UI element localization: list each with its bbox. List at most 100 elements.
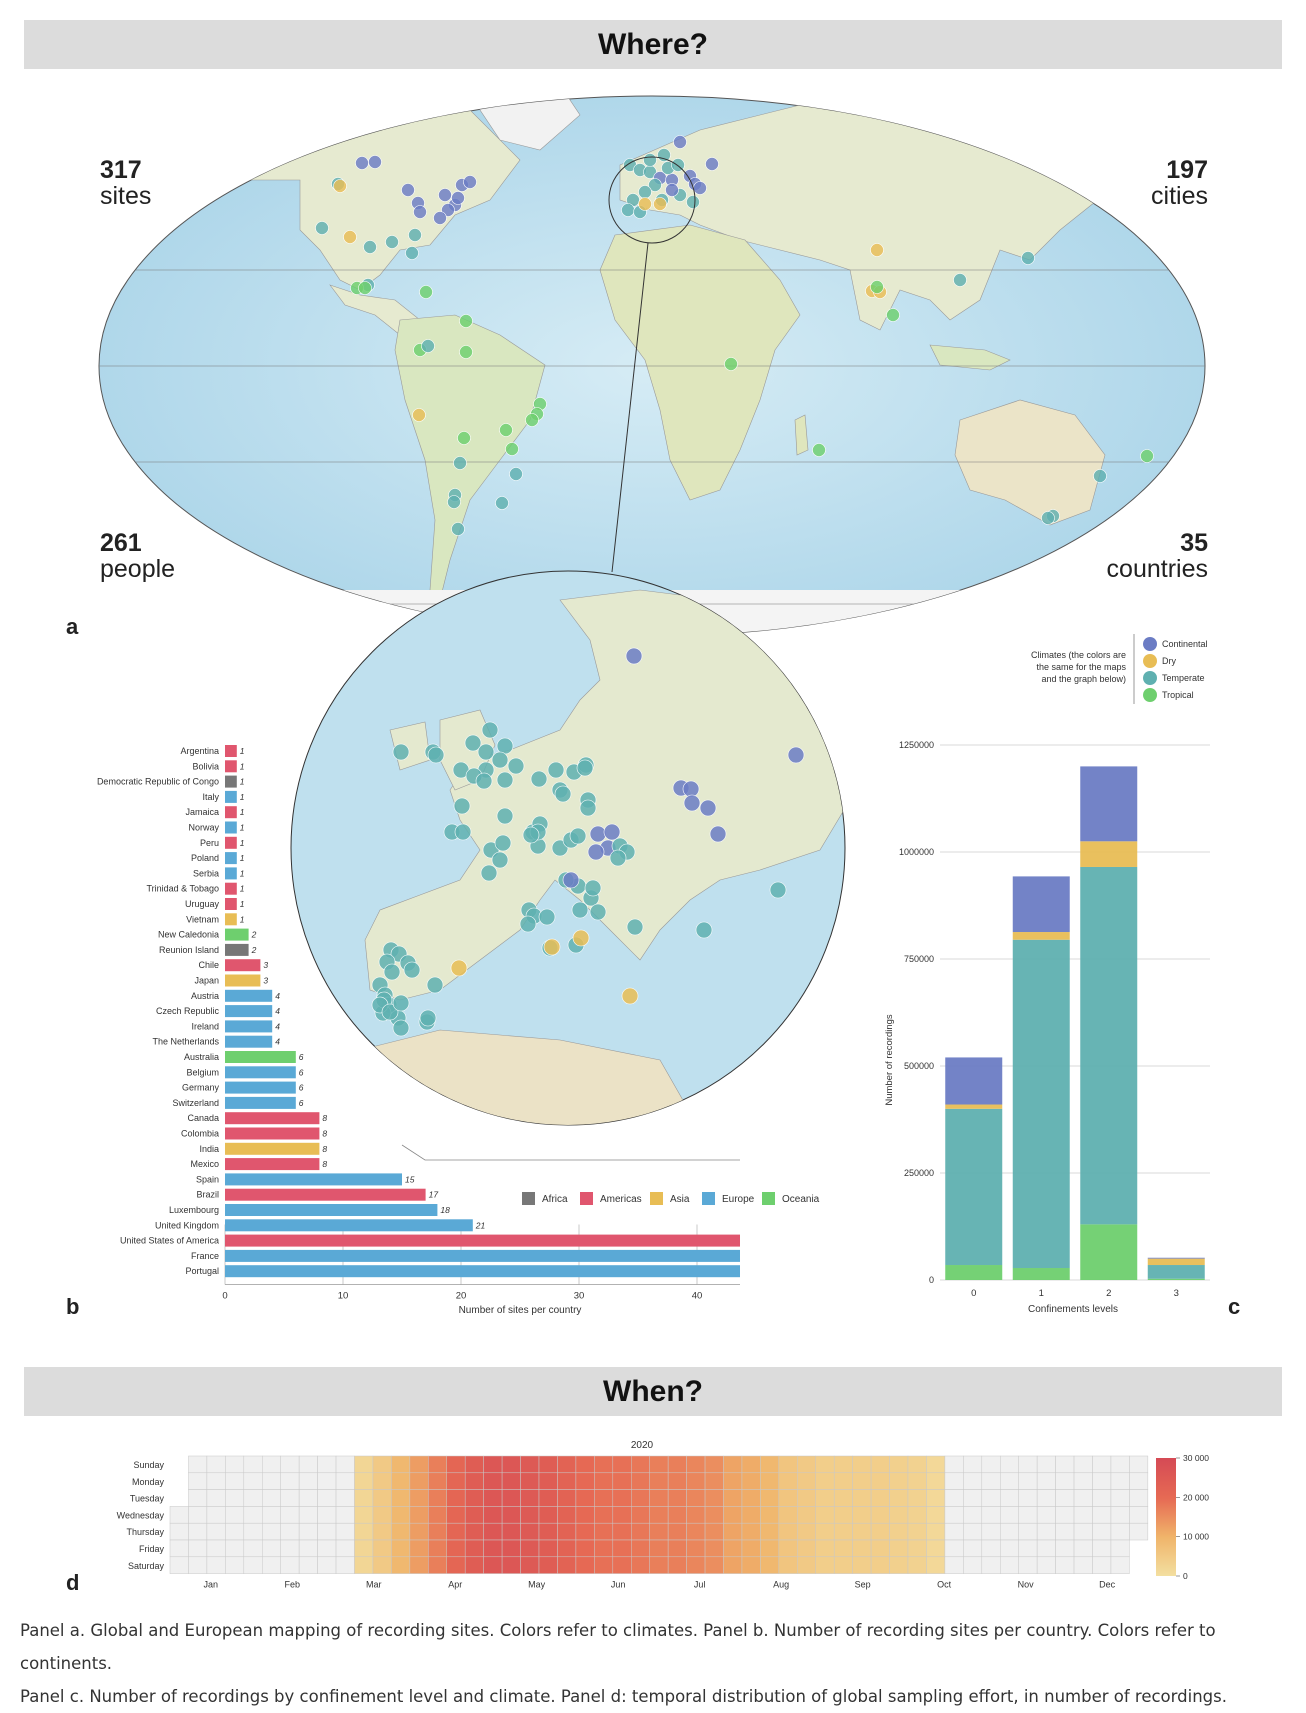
d-day-cell: [354, 1489, 374, 1507]
d-day-cell: [760, 1455, 780, 1474]
d-day-cell: [372, 1539, 392, 1558]
d-day-cell: [723, 1489, 743, 1507]
d-day-cell: [778, 1472, 798, 1490]
c-bar-segment: [1147, 1258, 1205, 1266]
b-value-label: 17: [429, 1190, 439, 1200]
d-day-cell: [409, 1455, 429, 1474]
d-day-cell: [926, 1455, 946, 1474]
c-bar-segment: [1012, 876, 1070, 933]
continent-legend: Africa Americas Asia Europe Oceania: [522, 1192, 820, 1205]
b-bar: [225, 1249, 740, 1262]
b-bar: [225, 1112, 320, 1125]
world-site-dot: [463, 175, 477, 189]
d-day-cell: [815, 1472, 835, 1490]
d-day-cell: [963, 1472, 983, 1490]
d-day-cell: [409, 1556, 429, 1574]
d-day-cell: [963, 1506, 983, 1524]
d-row-label: Friday: [139, 1544, 165, 1554]
d-month-label: Nov: [1018, 1580, 1035, 1590]
continent-legend-label: Americas: [600, 1194, 642, 1205]
b-category-label: United States of America: [120, 1236, 219, 1246]
d-day-cell: [833, 1556, 853, 1574]
world-site-dot: [638, 185, 652, 199]
d-day-cell: [225, 1556, 245, 1574]
world-site-dot: [405, 246, 419, 260]
d-day-cell: [944, 1539, 964, 1558]
d-day-cell: [797, 1455, 816, 1474]
d-day-cell: [1055, 1556, 1075, 1574]
b-bar: [225, 928, 249, 941]
b-category-label: Australia: [184, 1052, 219, 1062]
d-day-cell: [981, 1522, 1001, 1541]
c-bar-segment: [1147, 1265, 1205, 1279]
c-y-axis-label: Number of recordings: [884, 1014, 895, 1106]
d-day-cell: [262, 1506, 281, 1524]
d-day-cell: [335, 1455, 355, 1474]
world-site-dot: [408, 228, 422, 242]
d-day-cell: [1055, 1539, 1075, 1558]
b-value-label: 8: [322, 1159, 327, 1169]
world-site-dot: [657, 148, 671, 162]
d-day-cell: [889, 1522, 909, 1541]
b-value-label: 1: [240, 761, 245, 771]
b-bar: [225, 1219, 473, 1232]
d-day-cell: [815, 1506, 835, 1524]
c-x-tick-label: 3: [1174, 1288, 1179, 1299]
d-day-cell: [1018, 1455, 1038, 1474]
d-day-cell: [428, 1556, 447, 1574]
d-day-cell: [483, 1472, 503, 1490]
d-day-cell: [1092, 1489, 1112, 1507]
climate-legend-title-line: Climates (the colors are: [1031, 650, 1126, 660]
b-bar: [225, 836, 237, 849]
world-site-dot: [413, 205, 427, 219]
d-colorbar-tick-label: 20 000: [1183, 1492, 1209, 1502]
b-category-label: Democratic Republic of Congo: [97, 777, 219, 787]
b-value-label: 1: [240, 823, 245, 833]
world-site-dot: [509, 467, 523, 481]
b-category-label: Reunion Island: [159, 945, 219, 955]
b-bar: [225, 1020, 273, 1033]
c-y-tick-label: 0: [929, 1275, 934, 1285]
d-day-cell: [833, 1506, 853, 1524]
d-day-cell: [280, 1556, 300, 1574]
d-day-cell: [188, 1455, 208, 1474]
d-day-cell: [464, 1522, 484, 1541]
d-day-cell: [317, 1539, 337, 1558]
d-day-cell: [335, 1522, 355, 1541]
d-day-cell: [649, 1522, 669, 1541]
d-day-cell: [815, 1489, 835, 1507]
d-day-cell: [760, 1472, 780, 1490]
d-day-cell: [206, 1556, 226, 1574]
d-day-cell: [852, 1556, 872, 1574]
d-day-cell: [428, 1455, 447, 1474]
world-site-dot: [653, 197, 667, 211]
d-day-cell: [649, 1506, 669, 1524]
b-value-label: 1: [240, 777, 245, 787]
d-day-cell: [501, 1506, 521, 1524]
d-day-cell: [1129, 1522, 1149, 1541]
d-day-cell: [1110, 1455, 1130, 1474]
d-month-label: Jul: [694, 1580, 706, 1590]
d-day-cell: [797, 1522, 816, 1541]
d-day-cell: [520, 1522, 540, 1541]
b-category-label: Poland: [191, 853, 219, 863]
d-day-cell: [1055, 1522, 1075, 1541]
d-day-cell: [354, 1455, 374, 1474]
b-bar: [225, 1127, 320, 1140]
d-day-cell: [1000, 1455, 1019, 1474]
d-day-cell: [225, 1539, 245, 1558]
d-day-cell: [944, 1522, 964, 1541]
c-bar-segment: [1012, 932, 1070, 940]
d-day-cell: [815, 1539, 835, 1558]
b-bar: [225, 959, 261, 972]
d-day-cell: [538, 1522, 558, 1541]
sites-per-country-chart: Argentina Bolivia Democratic Republic of C…: [97, 745, 740, 1315]
d-day-cell: [501, 1539, 521, 1558]
world-site-dot: [1093, 469, 1107, 483]
d-day-cell: [225, 1522, 245, 1541]
d-day-cell: [981, 1556, 1001, 1574]
d-day-cell: [704, 1556, 724, 1574]
b-category-label: Norway: [188, 823, 219, 833]
b-bar: [225, 1188, 426, 1201]
d-day-cell: [704, 1522, 724, 1541]
